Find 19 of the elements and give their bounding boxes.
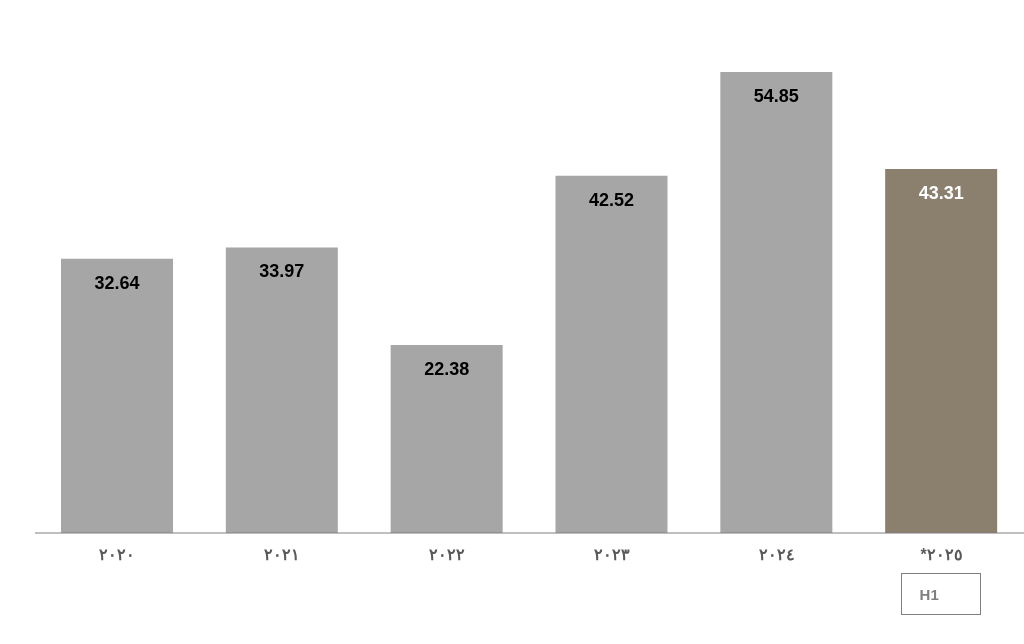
bar [555,175,668,533]
data-label: 43.31 [918,182,964,203]
x-tick-label: *٢٠٢٥ [920,546,963,564]
data-label: 54.85 [753,86,799,106]
data-label: 42.52 [588,189,635,210]
text: H1 [919,585,939,603]
bar [390,344,503,533]
x-tick-label: ٢٠٢٢ [429,546,466,564]
bar [720,72,833,533]
data-label: 32.64 [94,272,140,293]
x-tick-label: ٢٠٢٠ [99,546,136,564]
bar [61,258,173,533]
bar [885,168,998,533]
bar [225,247,338,533]
data-label: 33.97 [259,261,305,282]
data-label: 22.38 [424,358,470,379]
x-tick-label: ٢٠٢١ [264,546,301,564]
x-tick-label: ٢٠٢٣ [593,546,630,564]
x-tick-label: ٢٠٢٤ [758,546,795,564]
